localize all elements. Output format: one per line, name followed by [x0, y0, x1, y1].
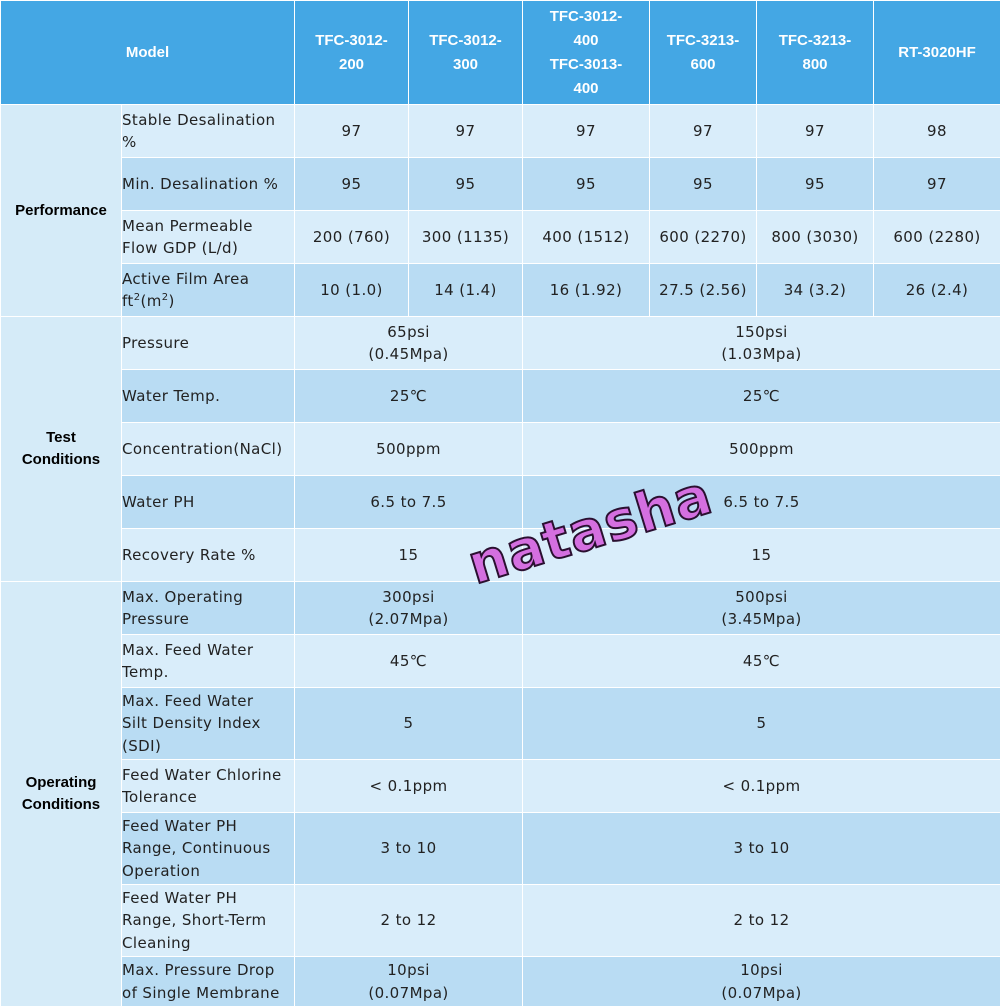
value-cell: 97 [409, 105, 523, 158]
model-header-tfc-3012-300: TFC-3012-300 [409, 1, 523, 105]
value-cell: 10 (1.0) [295, 264, 409, 317]
value-cell: 3 to 10 [295, 813, 523, 885]
param-label: Min. Desalination % [122, 158, 295, 211]
header-row: Model TFC-3012-200 TFC-3012-300 TFC-3012… [1, 1, 1000, 105]
value-cell: 95 [757, 158, 874, 211]
value-cell: 600 (2280) [874, 211, 1000, 264]
value-cell: 97 [874, 158, 1000, 211]
param-label: Water Temp. [122, 370, 295, 423]
value-cell: 95 [523, 158, 650, 211]
value-cell: < 0.1ppm [295, 760, 523, 813]
value-cell: 15 [295, 529, 523, 582]
model-header: Model [1, 1, 295, 105]
table-row: Performance Stable Desalination% 97 97 9… [1, 105, 1000, 158]
value-cell: 65psi(0.45Mpa) [295, 317, 523, 370]
value-cell: 45℃ [295, 635, 523, 688]
value-cell: 2 to 12 [295, 885, 523, 957]
value-cell: 25℃ [295, 370, 523, 423]
value-cell: 300 (1135) [409, 211, 523, 264]
table-row: Water PH 6.5 to 7.5 6.5 to 7.5 [1, 476, 1000, 529]
value-cell: 500ppm [523, 423, 1000, 476]
model-header-tfc-3213-800: TFC-3213-800 [757, 1, 874, 105]
value-cell: 97 [757, 105, 874, 158]
value-cell: 25℃ [523, 370, 1000, 423]
value-cell: 15 [523, 529, 1000, 582]
param-label: Recovery Rate % [122, 529, 295, 582]
param-label: Stable Desalination% [122, 105, 295, 158]
value-cell: 98 [874, 105, 1000, 158]
value-cell: 500ppm [295, 423, 523, 476]
value-cell: 400 (1512) [523, 211, 650, 264]
value-cell: 95 [295, 158, 409, 211]
value-cell: 16 (1.92) [523, 264, 650, 317]
value-cell: 150psi(1.03Mpa) [523, 317, 1000, 370]
value-cell: 14 (1.4) [409, 264, 523, 317]
value-cell: 97 [650, 105, 757, 158]
value-cell: 45℃ [523, 635, 1000, 688]
value-cell: 800 (3030) [757, 211, 874, 264]
value-cell: 26 (2.4) [874, 264, 1000, 317]
value-cell: 97 [295, 105, 409, 158]
group-performance: Performance [1, 105, 122, 317]
model-header-tfc-3213-600: TFC-3213-600 [650, 1, 757, 105]
value-cell: 10psi(0.07Mpa) [295, 957, 523, 1007]
value-cell: 10psi(0.07Mpa) [523, 957, 1000, 1007]
value-cell: 6.5 to 7.5 [523, 476, 1000, 529]
value-cell: 500psi(3.45Mpa) [523, 582, 1000, 635]
value-cell: 95 [409, 158, 523, 211]
value-cell: 97 [523, 105, 650, 158]
param-label: Water PH [122, 476, 295, 529]
table-row: Water Temp. 25℃ 25℃ [1, 370, 1000, 423]
value-cell: 3 to 10 [523, 813, 1000, 885]
model-header-tfc-3012-200: TFC-3012-200 [295, 1, 409, 105]
value-cell: 2 to 12 [523, 885, 1000, 957]
value-cell: 6.5 to 7.5 [295, 476, 523, 529]
value-cell: 5 [523, 688, 1000, 760]
value-cell: 27.5 (2.56) [650, 264, 757, 317]
param-label: Pressure [122, 317, 295, 370]
value-cell: 34 (3.2) [757, 264, 874, 317]
value-cell: 600 (2270) [650, 211, 757, 264]
value-cell: 5 [295, 688, 523, 760]
value-cell: < 0.1ppm [523, 760, 1000, 813]
param-label: Concentration(NaCl) [122, 423, 295, 476]
value-cell: 200 (760) [295, 211, 409, 264]
value-cell: 300psi(2.07Mpa) [295, 582, 523, 635]
table-row: Concentration(NaCl) 500ppm 500ppm [1, 423, 1000, 476]
table-row: Recovery Rate % 15 15 [1, 529, 1000, 582]
model-header-rt-3020hf: RT-3020HF [874, 1, 1000, 105]
table-row: Min. Desalination % 95 95 95 95 95 97 [1, 158, 1000, 211]
value-cell: 95 [650, 158, 757, 211]
